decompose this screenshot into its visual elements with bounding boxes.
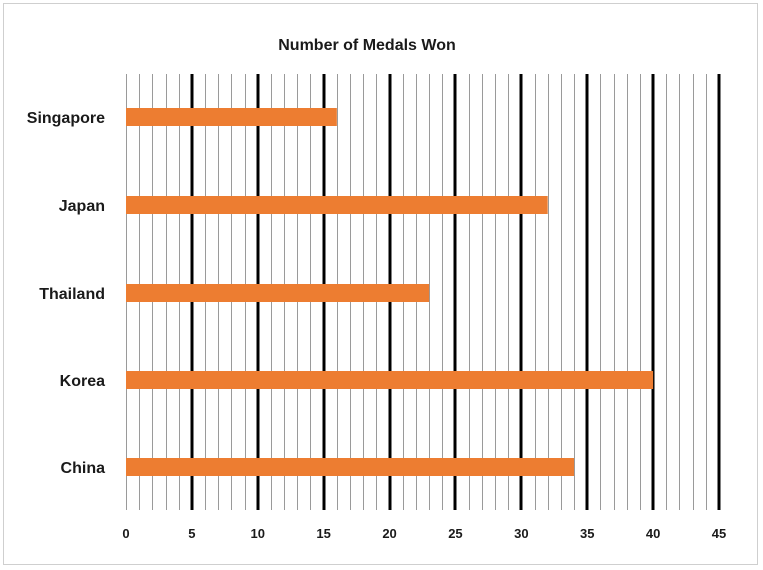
bar-singapore <box>126 108 337 126</box>
category-label-thailand: Thailand <box>39 286 105 303</box>
x-tick-label: 30 <box>514 526 528 541</box>
bar-china <box>126 458 575 476</box>
bars <box>126 108 654 476</box>
x-tick-label: 45 <box>712 526 726 541</box>
bar-japan <box>126 196 548 214</box>
x-tick-label: 20 <box>382 526 396 541</box>
x-tick-label: 40 <box>646 526 660 541</box>
x-tick-label: 5 <box>188 526 195 541</box>
x-tick-labels: 0 5 10 15 20 25 30 35 40 45 <box>122 526 726 541</box>
bar-korea <box>126 371 654 389</box>
chart-title: Number of Medals Won <box>278 37 456 54</box>
bar-thailand <box>126 284 430 302</box>
x-tick-label: 35 <box>580 526 594 541</box>
x-tick-label: 0 <box>122 526 129 541</box>
x-tick-label: 15 <box>316 526 330 541</box>
category-label-korea: Korea <box>60 373 105 390</box>
category-labels: Singapore Japan Thailand Korea China <box>27 110 105 477</box>
category-label-singapore: Singapore <box>27 110 105 127</box>
category-label-japan: Japan <box>59 198 105 215</box>
x-tick-label: 25 <box>448 526 462 541</box>
x-tick-label: 10 <box>251 526 265 541</box>
category-label-china: China <box>61 460 106 477</box>
